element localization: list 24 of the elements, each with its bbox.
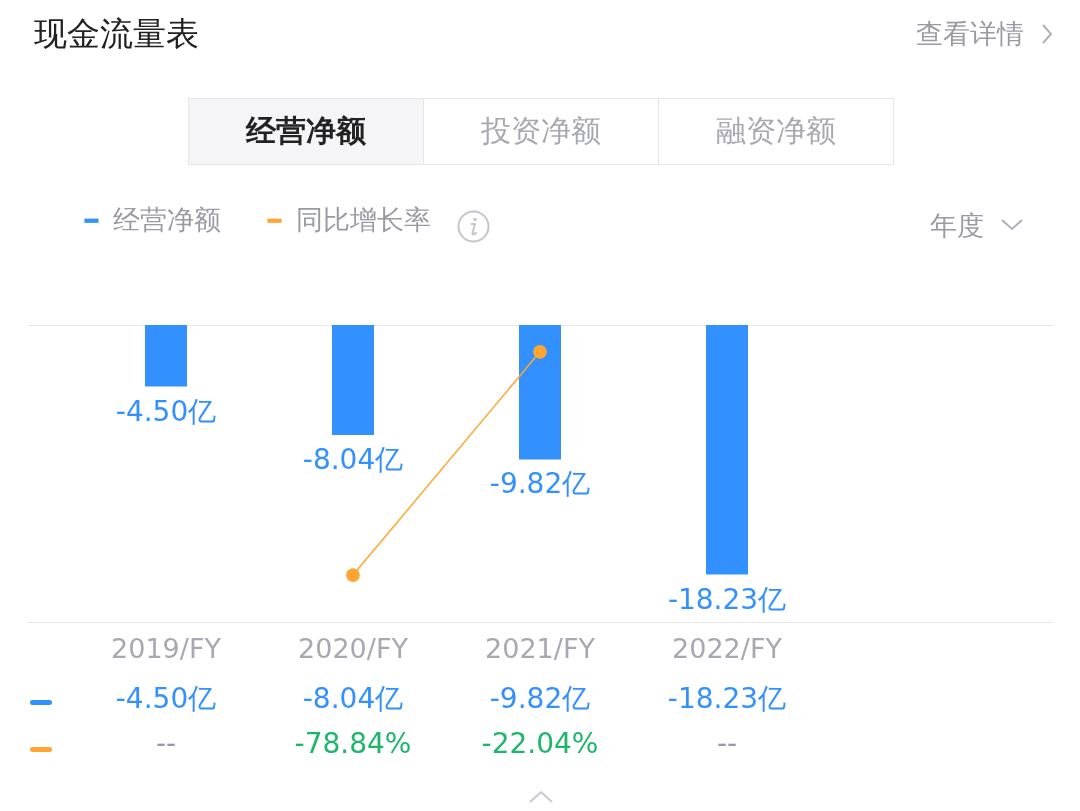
legend-label: 经营净额	[113, 203, 221, 235]
text: -9.82亿	[489, 467, 591, 501]
text: -8.04亿	[302, 443, 404, 477]
data-label: -8.04亿	[301, 681, 405, 717]
text: 年度	[930, 209, 984, 243]
text: -18.23亿	[667, 582, 787, 616]
text: 经营净额	[189, 99, 423, 164]
x-tick-label: 2022/FY	[672, 632, 783, 664]
text: -4.50亿	[115, 394, 217, 428]
x-tick-label: 2020/FY	[298, 632, 409, 664]
data-label: -4.50亿	[114, 681, 218, 717]
x-tick-label: 2019/FY	[111, 632, 222, 664]
data-label: -22.04%	[480, 727, 600, 760]
text: 融资净额	[658, 99, 893, 164]
data-label: -18.23亿	[666, 681, 788, 717]
x-tick-label: 2021/FY	[485, 632, 596, 664]
text: 查看详情	[916, 17, 1024, 51]
data-label: -78.84%	[293, 727, 413, 760]
legend-label: 同比增长率	[296, 203, 431, 235]
chart-title: 现金流量表	[34, 13, 199, 55]
text: --	[716, 727, 738, 760]
text: --	[155, 727, 177, 760]
data-label: -9.82亿	[488, 681, 592, 717]
text: 投资净额	[423, 99, 658, 164]
